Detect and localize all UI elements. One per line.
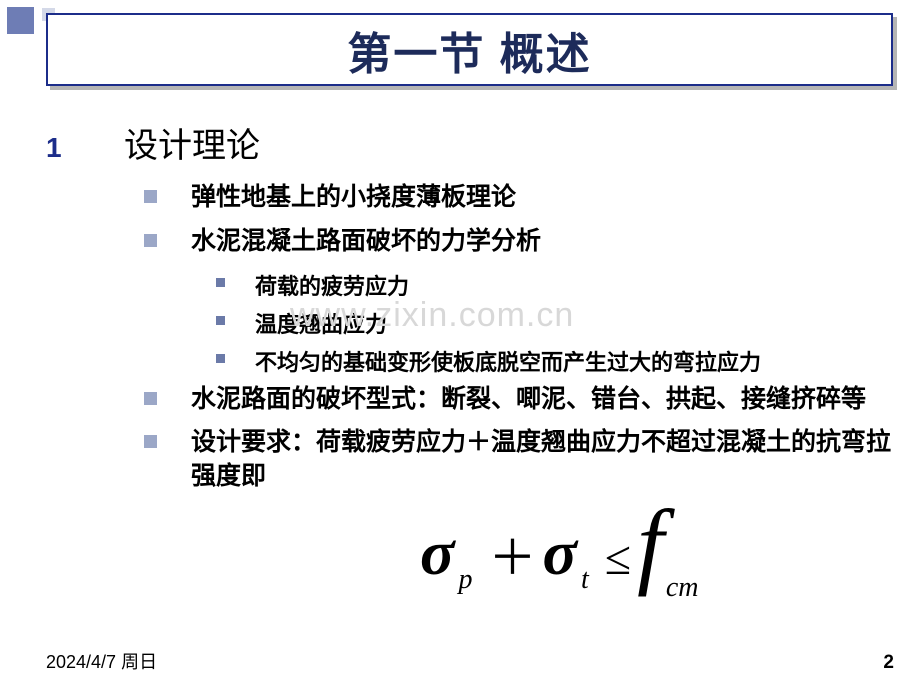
section-number: 1 xyxy=(46,132,124,164)
sigma-subscript-t: t xyxy=(581,564,589,596)
list-item-label: 设计要求：荷载疲劳应力＋温度翘曲应力不超过混凝土的抗弯拉强度即 xyxy=(191,426,906,494)
section-title: 设计理论 xyxy=(124,118,260,167)
sub-bullet-icon xyxy=(216,278,225,287)
sub-bullet-icon xyxy=(216,354,225,363)
bullet-icon xyxy=(144,392,157,405)
deco-square-large xyxy=(7,7,34,34)
heading-row: 1 设计理论 xyxy=(46,118,906,167)
sigma-subscript-p: p xyxy=(459,564,473,596)
list-item-label: 水泥路面的破坏型式：断裂、唧泥、错台、拱起、接缝挤碎等 xyxy=(191,383,866,417)
footer-page-number: 2 xyxy=(883,652,894,674)
slide-content: 1 设计理论 弹性地基上的小挠度薄板理论 水泥混凝土路面破坏的力学分析 荷载的疲… xyxy=(46,118,906,504)
list-item: 水泥路面的破坏型式：断裂、唧泥、错台、拱起、接缝挤碎等 xyxy=(46,383,906,417)
footer-date: 2024/4/7 周日 xyxy=(46,648,157,674)
list-item: 水泥混凝土路面破坏的力学分析 xyxy=(46,225,906,259)
bullet-icon xyxy=(144,190,157,203)
sub-list-item: 荷载的疲劳应力 xyxy=(46,269,906,301)
sub-list-item: 不均匀的基础变形使板底脱空而产生过大的弯拉应力 xyxy=(46,345,906,377)
slide-title: 第一节 概述 xyxy=(347,18,591,82)
equation: σ p ＋ σ t ≤ f cm xyxy=(420,513,890,623)
list-item-label: 水泥混凝土路面破坏的力学分析 xyxy=(191,225,541,259)
plus-operator: ＋ xyxy=(489,518,537,588)
list-item: 设计要求：荷载疲劳应力＋温度翘曲应力不超过混凝土的抗弯拉强度即 xyxy=(46,426,906,494)
sub-list-item-label: 荷载的疲劳应力 xyxy=(255,269,409,301)
f-symbol: f xyxy=(637,515,664,573)
sigma-symbol: σ xyxy=(543,516,578,590)
f-subscript-cm: cm xyxy=(666,572,699,604)
slide-title-box: 第一节 概述 xyxy=(46,13,893,86)
sub-list-item: 温度翘曲应力 xyxy=(46,307,906,339)
leq-operator: ≤ xyxy=(605,531,631,586)
list-item-label: 弹性地基上的小挠度薄板理论 xyxy=(191,181,516,215)
sub-list-item-label: 不均匀的基础变形使板底脱空而产生过大的弯拉应力 xyxy=(255,345,761,377)
bullet-icon xyxy=(144,234,157,247)
sub-list-item-label: 温度翘曲应力 xyxy=(255,307,387,339)
bullet-icon xyxy=(144,435,157,448)
sigma-symbol: σ xyxy=(420,516,455,590)
sub-bullet-icon xyxy=(216,316,225,325)
list-item: 弹性地基上的小挠度薄板理论 xyxy=(46,181,906,215)
